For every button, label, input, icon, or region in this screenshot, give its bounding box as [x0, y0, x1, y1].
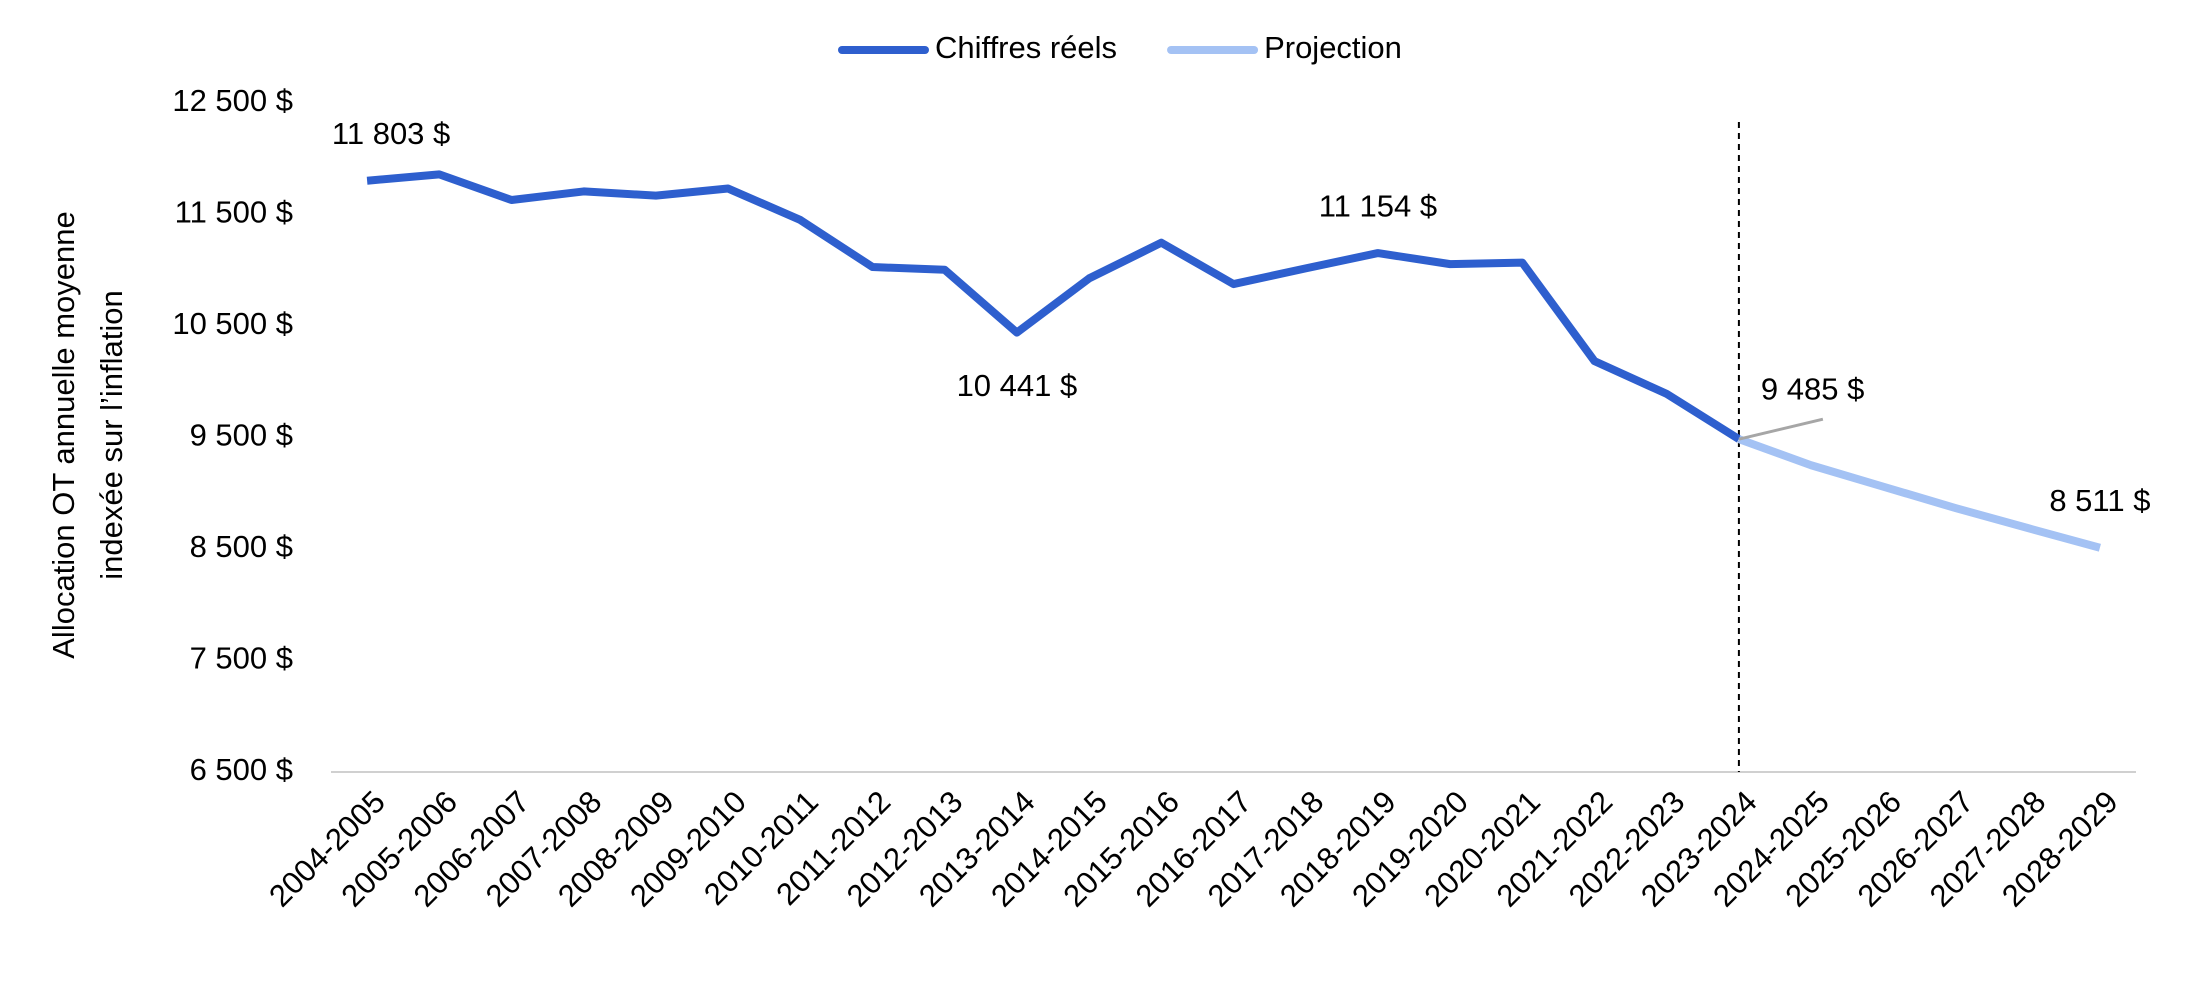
label-leader: [1738, 417, 1824, 441]
series-line: [366, 170, 1742, 443]
y-axis-title-line: indexée sur l’inflation: [94, 290, 129, 580]
y-tick-label: 12 500 $: [172, 83, 293, 118]
data-label: 10 441 $: [957, 368, 1078, 403]
y-tick-label: 10 500 $: [172, 306, 293, 341]
data-label: 9 485 $: [1761, 371, 1864, 406]
data-label: 11 154 $: [1319, 188, 1437, 223]
legend-label: Chiffres réels: [935, 30, 1117, 65]
y-axis-title-line: Allocation OT annuelle moyenne: [46, 211, 81, 659]
y-axis-title: Allocation OT annuelle moyenne indexée s…: [46, 211, 129, 659]
y-tick-label: 8 500 $: [190, 529, 293, 564]
y-tick-label: 6 500 $: [190, 752, 293, 787]
series-line: [1737, 435, 2101, 552]
y-tick-label: 11 500 $: [175, 195, 293, 230]
legend-label: Projection: [1264, 30, 1402, 65]
data-label: 11 803 $: [332, 116, 450, 151]
legend: Chiffres réels Projection: [838, 30, 1402, 65]
y-tick-label: 9 500 $: [190, 418, 293, 453]
y-tick-label: 7 500 $: [190, 641, 293, 676]
data-label: 8 511 $: [2049, 483, 2150, 518]
